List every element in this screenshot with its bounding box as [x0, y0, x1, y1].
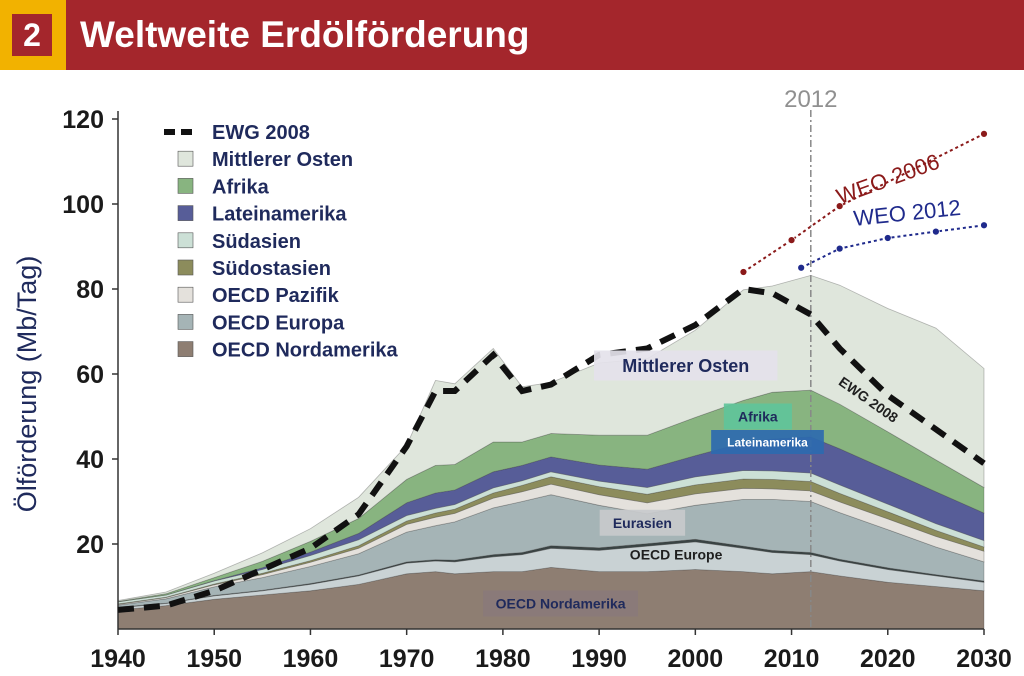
x-tick-label-1950: 1950: [186, 645, 242, 673]
y-axis-label: Ölförderung (Mb/Tag): [12, 256, 42, 513]
weo-2012-point-2030: [980, 221, 988, 230]
figure-number: 2: [12, 14, 52, 56]
annotation-oecd-nordamerika-background: [483, 590, 639, 617]
legend-afrika-2-label: Afrika: [212, 176, 270, 198]
annotations: Mittlerer Osten Afrika Lateinamerika Eurasi…: [483, 149, 962, 617]
weo-2006-point-2005: [739, 268, 748, 276]
weo-2012-point-2025: [931, 227, 940, 236]
y-tick-label-80: 80: [76, 276, 104, 304]
y-tick-label-20: 20: [76, 531, 104, 559]
annotation-eurasien-background: [599, 509, 686, 536]
weo-2006-point-2015: [835, 202, 844, 211]
legend-mittlerer-osten-1-swatch: [177, 150, 194, 167]
legend-südostasien-5-swatch: [177, 259, 194, 276]
annotation-eurasien-group: Eurasien: [599, 509, 686, 536]
weo-2006-point-2010: [787, 236, 796, 245]
y-tick-label-40: 40: [76, 446, 104, 474]
weo-2012-line: [800, 224, 985, 269]
axes: 20 40 60 80 100 120 1940 1950 1960 1970 1980 1990 20…: [12, 106, 1012, 673]
legend-lateinamerika-3-swatch: [177, 205, 194, 221]
x-tick-label-1990: 1990: [571, 645, 627, 673]
annotation-afrika-group: Afrika: [723, 403, 792, 430]
weo-2012-point-2015: [835, 244, 844, 253]
legend-südasien-4-swatch: [177, 232, 194, 249]
annotation-lateinamerika-group: Lateinamerika: [711, 430, 824, 454]
x-tick-label-2000: 2000: [668, 645, 724, 673]
y-tick-label-100: 100: [62, 191, 104, 219]
legend-südasien-4-label: Südasien: [212, 231, 301, 253]
legend-afrika-2-swatch: [177, 178, 194, 194]
annotation-oecd-nordamerika: OECD Nordamerika: [496, 596, 626, 612]
x-tick-label-1960: 1960: [283, 645, 339, 673]
annotation-oecd-europe-group: OECD Europe: [630, 547, 723, 563]
legend-oecd-pazifik-6-swatch: [177, 286, 194, 303]
annotation-weo-2012: WEO 2012: [852, 195, 962, 231]
x-tick-label-1970: 1970: [379, 645, 435, 673]
figure-number-box: 2: [0, 0, 66, 70]
area-mittlerer-osten-8: [117, 389, 985, 603]
title-bar: [0, 0, 1024, 70]
legend-oecd-europa-7-label: OECD Europa: [212, 312, 345, 334]
annotation-lateinamerika-background: [711, 430, 824, 454]
area-südasien-5: [117, 476, 985, 605]
weo-2012-point-2020: [883, 234, 892, 242]
legend-oecd-pazifik-6-label: OECD Pazifik: [212, 285, 340, 307]
legend-oecd-nordamerika-8-swatch: [177, 341, 194, 357]
x-tick-label-2010: 2010: [764, 645, 820, 673]
x-tick-label-1980: 1980: [475, 645, 531, 673]
ewg-2008-line: [117, 285, 986, 613]
annotation-mittlerer-osten: Mittlerer Osten: [622, 356, 749, 376]
annotation-mittlerer-osten-background: [594, 350, 778, 381]
legend-ewg-2008-0-label: EWG 2008: [212, 122, 310, 144]
legend-mittlerer-osten-1-label: Mittlerer Osten: [212, 149, 353, 171]
annotation-oecd-europe: OECD Europe: [630, 547, 723, 563]
legend-oecd-europa-7-swatch: [177, 314, 194, 330]
area-afrika-7: [117, 436, 985, 603]
annotation-oecd-nordamerika-group: OECD Nordamerika: [483, 590, 639, 617]
annotation-afrika: Afrika: [738, 409, 778, 425]
legend-südostasien-5-label: Südostasien: [212, 258, 331, 280]
annotation-weo-2012-group: WEO 2012: [852, 195, 962, 231]
annotation-lateinamerika: Lateinamerika: [727, 435, 808, 449]
series-lines: 2012: [117, 86, 988, 629]
x-tick-label-1940: 1940: [90, 645, 146, 673]
x-tick-label-2030: 2030: [956, 645, 1012, 673]
chart-title: Weltweite Erdölförderung: [80, 14, 530, 55]
year-2012-marker-label: 2012: [784, 86, 837, 113]
oil-production-chart: 20 40 60 80 100 120 1940 1950 1960 1970 1980 1990 20…: [12, 86, 1012, 673]
y-tick-label-120: 120: [62, 106, 104, 134]
legend: EWG 2008 Mittlerer Osten Afrika Lateinameri…: [164, 122, 398, 362]
legend-lateinamerika-3-label: Lateinamerika: [212, 204, 347, 226]
legend-oecd-nordamerika-8-label: OECD Nordamerika: [212, 340, 398, 362]
area-oecd-pazifik-2: [117, 538, 985, 609]
annotation-mittlerer-osten-group: Mittlerer Osten: [594, 350, 778, 381]
x-tick-label-2020: 2020: [860, 645, 916, 673]
weo-2006-point-2030: [980, 129, 988, 138]
annotation-eurasien: Eurasien: [613, 515, 672, 531]
y-tick-label-60: 60: [76, 361, 104, 389]
weo-2012-point-2011: [797, 263, 806, 272]
annotation-afrika-background: [723, 403, 792, 430]
